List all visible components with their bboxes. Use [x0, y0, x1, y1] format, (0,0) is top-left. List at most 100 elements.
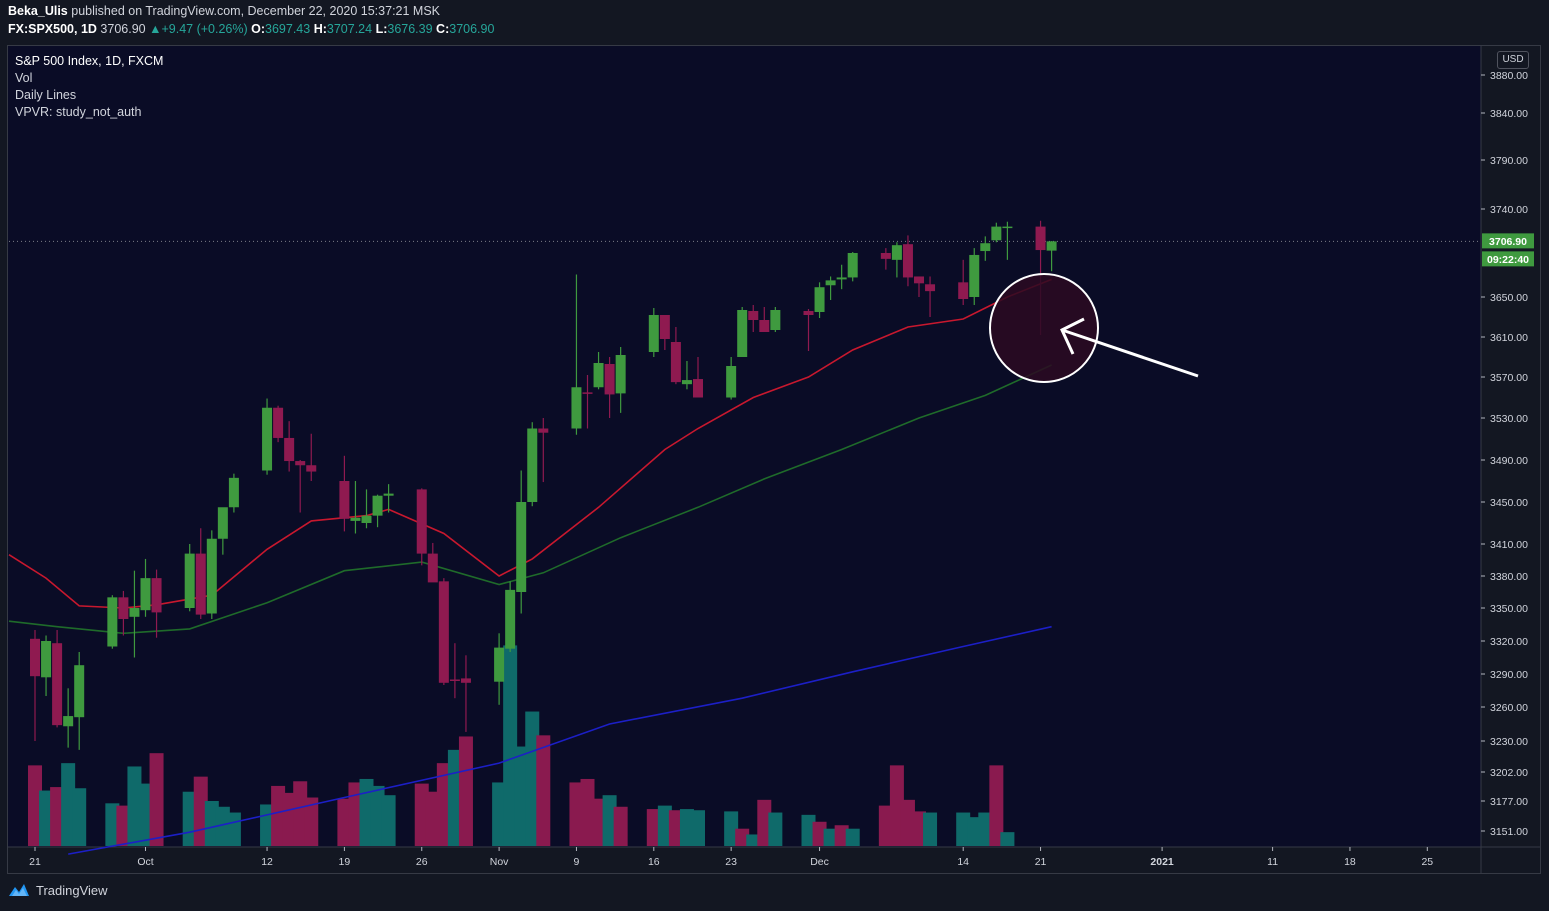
candle: [494, 633, 505, 705]
candle: [880, 248, 891, 270]
annotation-circle[interactable]: [989, 273, 1099, 383]
candle-body: [151, 578, 162, 613]
candle: [140, 558, 151, 617]
candle-body: [759, 320, 770, 332]
price-tag-box: [1482, 233, 1534, 249]
time-tick-label: 19: [339, 856, 351, 868]
low-label: L:: [375, 22, 388, 36]
price-tick-label: 3650.00: [1490, 292, 1528, 304]
candle: [416, 488, 427, 566]
quote-line: FX:SPX500, 1D 3706.90 ▲+9.47 (+0.26%) O:…: [8, 22, 494, 36]
candle-body: [770, 310, 781, 330]
time-axis-labels: 21 Oct 12 19 26 Nov 9 16 23 Dec 14 21 2021 11 18 25: [29, 847, 1433, 868]
footer-brand[interactable]: TradingView: [8, 882, 108, 898]
price-tick-label: 3880.00: [1490, 70, 1528, 82]
volume-bar: [105, 803, 120, 846]
candle: [383, 484, 394, 513]
legend-vpvr[interactable]: VPVR: study_not_auth: [15, 105, 142, 119]
time-tick-label: 16: [648, 856, 660, 868]
volume-bar: [956, 812, 971, 846]
volume-bar: [878, 805, 893, 846]
candle-body: [693, 379, 703, 398]
annotation-arrow-shaft[interactable]: [1061, 328, 1199, 378]
candle: [659, 315, 670, 350]
candle-body: [52, 643, 63, 726]
candle: [593, 352, 604, 390]
volume-bar: [414, 783, 429, 846]
candle: [670, 327, 681, 385]
price-tick-label: 3151.00: [1490, 826, 1528, 838]
price-tick-label: 3570.00: [1490, 372, 1528, 384]
price-tick-label: 3490.00: [1490, 455, 1528, 467]
candle: [151, 569, 162, 638]
candle: [902, 235, 913, 287]
last-price: 3706.90: [100, 22, 146, 36]
volume-bar: [967, 817, 982, 846]
candle-body: [670, 342, 681, 383]
legend-volume[interactable]: Vol: [15, 71, 33, 85]
volume-bar: [381, 795, 396, 846]
candle: [206, 530, 217, 619]
legend-title[interactable]: S&P 500 Index, 1D, FXCM: [15, 54, 164, 68]
candle-body: [604, 364, 615, 395]
volume-bar: [304, 797, 319, 846]
candle: [648, 308, 659, 357]
time-tick-label: 12: [261, 856, 273, 868]
candle-body: [63, 716, 74, 727]
candle-body: [361, 515, 372, 523]
currency-badge[interactable]: USD: [1497, 51, 1529, 69]
candle: [273, 405, 284, 443]
volume-bar: [61, 763, 76, 846]
volume-bar: [28, 765, 42, 846]
candle: [847, 252, 858, 282]
candle: [891, 242, 902, 278]
candle-body: [836, 277, 847, 280]
volume-bar: [668, 810, 683, 846]
volume-bar: [591, 798, 606, 846]
candle-body: [571, 387, 582, 429]
volume-bar: [525, 711, 540, 846]
volume-bar: [514, 746, 529, 846]
candle: [991, 222, 1002, 243]
countdown-tag-text: 09:22:40: [1487, 254, 1529, 266]
tradingview-brand-text: TradingView: [36, 882, 108, 898]
publisher-name[interactable]: Beka_Ulis: [8, 4, 68, 18]
candle: [825, 276, 836, 300]
candle: [814, 282, 825, 318]
candle: [759, 307, 770, 332]
candle-body: [107, 597, 118, 647]
price-tick-label: 3290.00: [1490, 669, 1528, 681]
price-tick-label: 3840.00: [1490, 108, 1528, 120]
candle: [1002, 221, 1013, 260]
volume-bar: [282, 792, 297, 846]
price-axis-background[interactable]: [1481, 46, 1540, 847]
time-axis-background[interactable]: [8, 847, 1540, 873]
volume-bar: [834, 825, 849, 846]
candle-body: [505, 589, 516, 649]
candle: [306, 433, 317, 481]
candle-body: [449, 679, 460, 681]
price-tag-text: 3706.90: [1489, 236, 1527, 248]
volume-bar: [735, 828, 750, 846]
candle: [1046, 241, 1057, 272]
candle-body: [980, 243, 991, 252]
price-tick-label: 3320.00: [1490, 636, 1528, 648]
volume-bar: [845, 828, 860, 846]
legend-daily-lines[interactable]: Daily Lines: [15, 88, 77, 102]
volume-bar: [768, 812, 783, 846]
volume-bar: [215, 806, 230, 846]
symbol-label: FX:SPX500, 1D: [8, 22, 97, 36]
time-tick-label: 2021: [1150, 856, 1174, 868]
time-tick-label: 23: [725, 856, 737, 868]
candle: [914, 276, 924, 297]
volume-bar: [569, 782, 584, 846]
annotation-arrow-head-icon[interactable]: [1060, 317, 1085, 355]
candle-body: [958, 282, 969, 299]
candle-body: [925, 284, 936, 292]
candle-body: [880, 253, 891, 259]
candle-body: [206, 538, 217, 614]
candle: [681, 361, 692, 390]
candle-body: [74, 665, 85, 718]
annotation[interactable]: [989, 273, 1199, 383]
